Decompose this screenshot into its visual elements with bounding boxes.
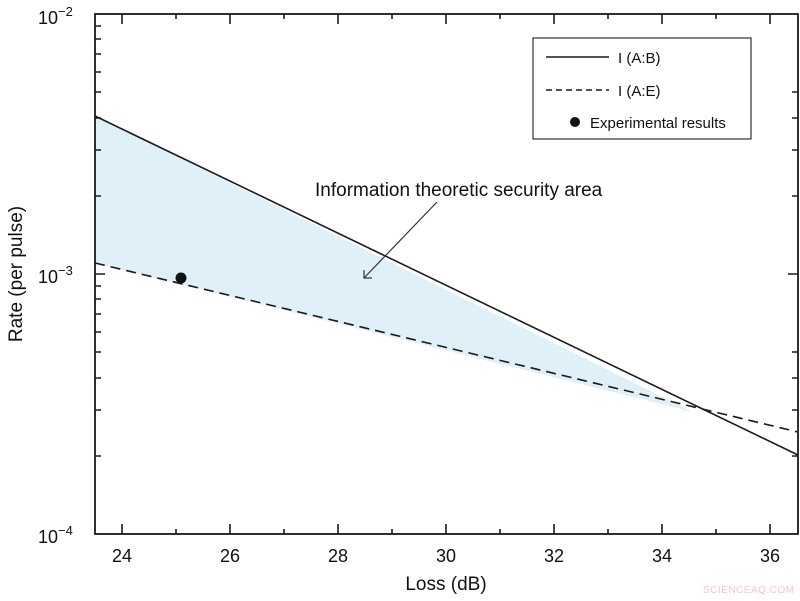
annotation-text: Information theoretic security area bbox=[315, 180, 603, 201]
y-tick-label: 10−2 bbox=[38, 4, 73, 28]
y-tick-label: 10−4 bbox=[38, 523, 73, 547]
line-i-ab bbox=[94, 115, 799, 456]
legend-dot-swatch bbox=[570, 117, 580, 127]
y-ticks bbox=[95, 25, 798, 457]
y-axis-label: Rate (per pulse) bbox=[6, 206, 27, 342]
x-tick-label: 28 bbox=[328, 546, 348, 566]
y-tick-label: 10−3 bbox=[38, 263, 73, 287]
arrow-icon bbox=[363, 201, 438, 279]
legend-label-ab: I (A:B) bbox=[618, 50, 661, 67]
legend: I (A:B) I (A:E) Experimental results bbox=[532, 37, 752, 140]
legend-label-exp: Experimental results bbox=[590, 115, 726, 132]
x-tick-label: 30 bbox=[436, 546, 456, 566]
legend-label-ae: I (A:E) bbox=[618, 83, 661, 100]
x-tick-label: 32 bbox=[544, 546, 564, 566]
x-tick-label: 34 bbox=[652, 546, 672, 566]
line-i-ae bbox=[94, 262, 799, 433]
x-ticks bbox=[121, 14, 771, 534]
experimental-point bbox=[175, 272, 187, 284]
watermark: SCIENCEAQ.COM bbox=[703, 585, 795, 596]
x-axis-label: Loss (dB) bbox=[405, 574, 486, 595]
security-area bbox=[95, 116, 693, 412]
x-tick-label: 24 bbox=[112, 546, 132, 566]
x-tick-label: 36 bbox=[760, 546, 780, 566]
x-tick-label: 26 bbox=[220, 546, 240, 566]
